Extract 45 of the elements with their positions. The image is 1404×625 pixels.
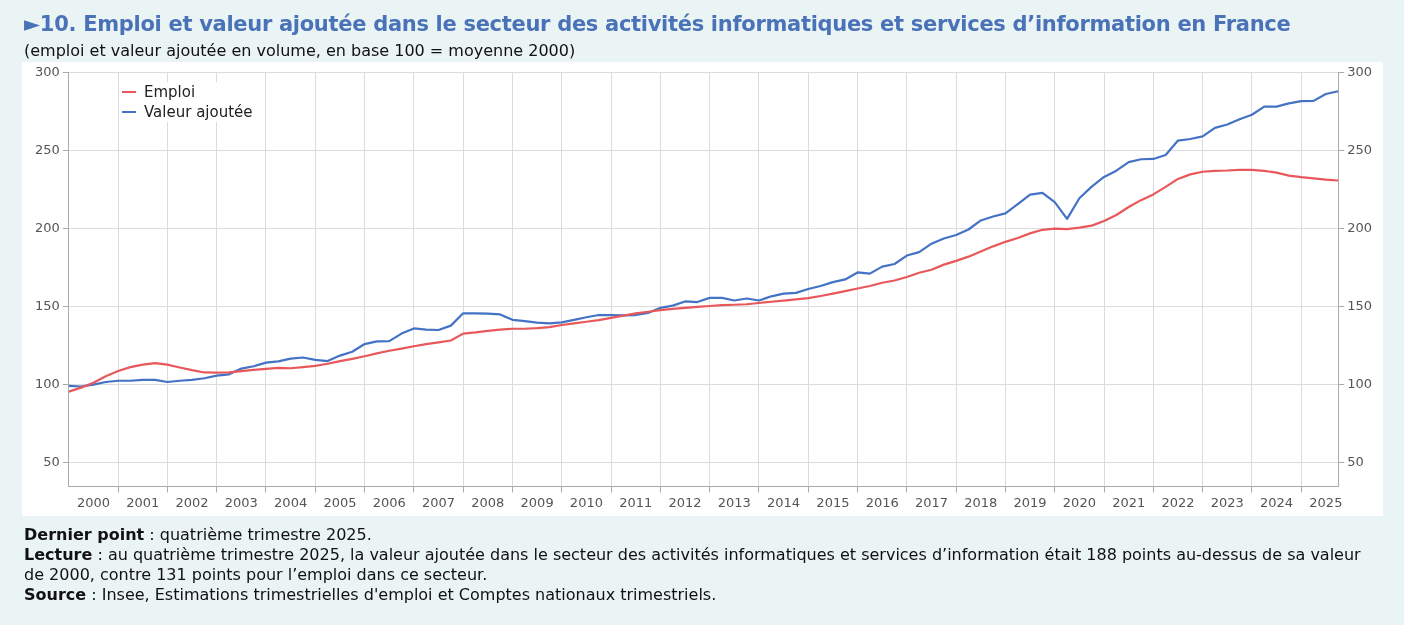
- text: Lecture : au quatrième trimestre 2025, la valeur ajoutée dans le secteur des activités informatiques et services d’information était 188 points au-dessus de sa valeur de 2000, contre 131 points pour l’emploi dans ce secteur.: [24, 545, 1362, 585]
- y2-tick-label: 250: [1347, 142, 1373, 158]
- x-tick-label: 2020: [1062, 494, 1096, 510]
- chart-subtitle: (emploi et valeur ajoutée en volume, en base 100 = moyenne 2000): [24, 41, 576, 60]
- legend-label: Emploi: [144, 83, 196, 101]
- x-tick-label: 2002: [175, 494, 209, 510]
- x-tick-label: 2023: [1210, 494, 1244, 510]
- y2-tick-label: 150: [1347, 298, 1373, 314]
- x-tick-label: 2007: [421, 494, 456, 510]
- x-tick-label: 2021: [1112, 494, 1146, 510]
- x-tick-label: 2010: [569, 494, 603, 510]
- x-tick-label: 2015: [816, 494, 850, 510]
- y-tick-label: 250: [34, 142, 60, 158]
- x-tick-label: 2019: [1013, 494, 1047, 510]
- x-tick-label: 2001: [126, 494, 160, 510]
- x-tick-label: 2005: [323, 494, 357, 510]
- x-tick-label: 2003: [224, 494, 258, 510]
- x-tick-label: 2018: [964, 494, 998, 510]
- y-tick-label: 150: [34, 298, 60, 314]
- legend-label: Valeur ajoutée: [144, 103, 253, 121]
- y-tick-label: 300: [34, 64, 60, 80]
- source-note: Source : Insee, Estimations trimestrielles d'emploi et Comptes nationaux trimestriels.: [24, 585, 718, 605]
- y2-tick-label: 300: [1347, 64, 1373, 80]
- x-tick-label: 2017: [914, 494, 949, 510]
- x-tick-label: 2022: [1161, 494, 1195, 510]
- x-tick-label: 2024: [1260, 494, 1294, 510]
- x-tick-label: 2000: [76, 494, 111, 510]
- chart-title: ►10. Emploi et valeur ajoutée dans le secteur des activités informatiques et services d’information en France: [24, 12, 1291, 36]
- y-tick-label: 100: [34, 376, 60, 392]
- text: Dernier point : quatrième trimestre 2025.: [24, 525, 373, 545]
- y-tick-label: 200: [34, 220, 60, 236]
- x-tick-label: 2012: [668, 494, 702, 510]
- x-tick-label: 2009: [520, 494, 554, 510]
- y2-tick-label: 50: [1347, 454, 1364, 470]
- x-tick-label: 2025: [1309, 494, 1343, 510]
- x-tick-label: 2008: [471, 494, 505, 510]
- y2-tick-label: 200: [1347, 220, 1373, 236]
- x-tick-label: 2004: [274, 494, 308, 510]
- x-tick-label: 2016: [865, 494, 899, 510]
- x-tick-label: 2014: [767, 494, 801, 510]
- x-tick-label: 2011: [619, 494, 653, 510]
- x-tick-label: 2013: [717, 494, 751, 510]
- x-tick-label: 2006: [372, 494, 406, 510]
- y2-tick-label: 100: [1347, 376, 1373, 392]
- y-tick-label: 50: [43, 454, 60, 470]
